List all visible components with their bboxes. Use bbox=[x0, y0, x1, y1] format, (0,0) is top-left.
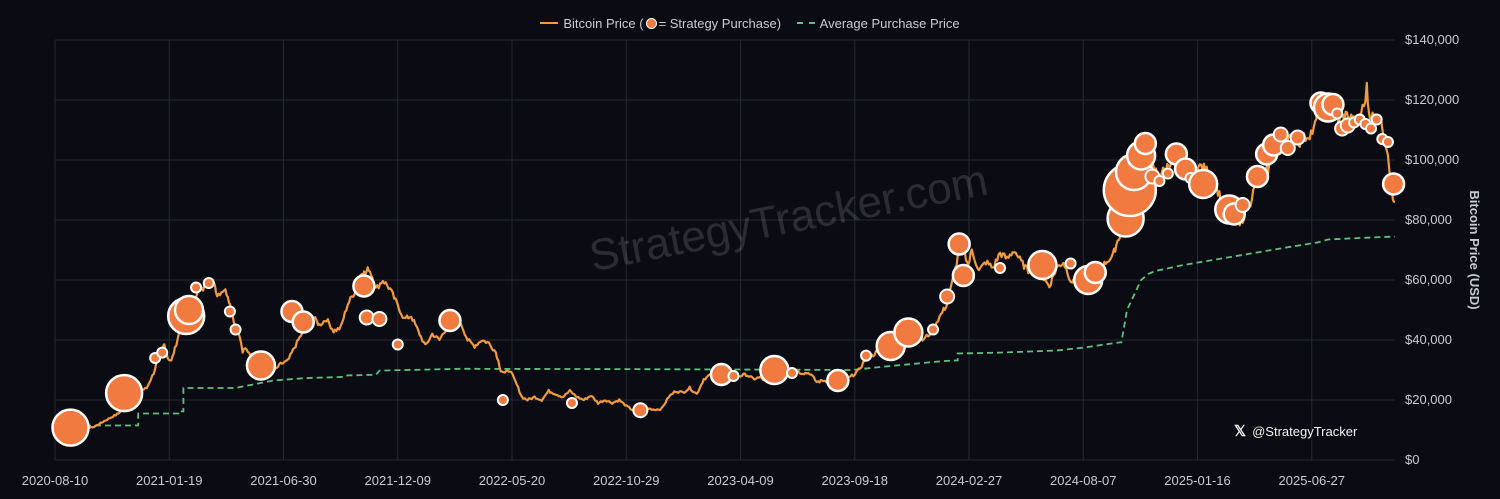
y-tick-label: $0 bbox=[1405, 452, 1419, 467]
x-tick-label: 2023-04-09 bbox=[707, 473, 774, 488]
legend-average-label: Average Purchase Price bbox=[819, 15, 960, 31]
purchase-marker[interactable] bbox=[947, 232, 971, 256]
purchase-marker[interactable] bbox=[994, 262, 1007, 274]
purchase-marker[interactable] bbox=[156, 346, 169, 359]
legend-item-average[interactable]: Average Purchase Price bbox=[796, 15, 960, 31]
purchase-marker[interactable] bbox=[496, 394, 509, 406]
purchase-marker[interactable] bbox=[786, 367, 798, 379]
y-tick-label: $80,000 bbox=[1405, 212, 1452, 227]
purchase-marker[interactable] bbox=[1027, 249, 1058, 281]
x-tick-label: 2021-01-19 bbox=[136, 473, 203, 488]
purchase-marker[interactable] bbox=[1331, 107, 1344, 120]
purchase-marker[interactable] bbox=[826, 368, 850, 393]
purchase-marker[interactable] bbox=[860, 349, 873, 362]
purchase-marker[interactable] bbox=[951, 263, 976, 288]
purchase-marker[interactable] bbox=[759, 354, 790, 386]
x-tick-label: 2020-08-10 bbox=[22, 473, 89, 488]
purchase-marker[interactable] bbox=[245, 350, 277, 381]
attribution-handle: @StrategyTracker bbox=[1252, 424, 1358, 439]
purchase-marker[interactable] bbox=[173, 294, 205, 326]
x-tick-label: 2024-08-07 bbox=[1050, 473, 1117, 488]
purchase-marker[interactable] bbox=[202, 277, 215, 289]
purchase-marker[interactable] bbox=[190, 281, 203, 294]
purchase-marker[interactable] bbox=[1234, 197, 1251, 213]
x-tick-label: 2022-05-20 bbox=[479, 473, 546, 488]
purchase-marker[interactable] bbox=[229, 323, 242, 336]
purchase-marker[interactable] bbox=[1153, 175, 1166, 187]
purchase-marker[interactable] bbox=[927, 323, 940, 336]
purchase-marker[interactable] bbox=[1279, 140, 1296, 156]
purchase-marker[interactable] bbox=[1370, 113, 1383, 126]
chart-legend: Bitcoin Price ( = Strategy Purchase) Ave… bbox=[0, 12, 1500, 31]
x-logo-icon: 𝕏 bbox=[1234, 423, 1247, 440]
y-tick-label: $60,000 bbox=[1405, 272, 1452, 287]
attribution[interactable]: 𝕏 @StrategyTracker bbox=[1234, 422, 1357, 440]
purchase-marker[interactable] bbox=[1083, 260, 1108, 285]
purchase-marker[interactable] bbox=[223, 305, 236, 318]
purchase-marker[interactable] bbox=[1365, 122, 1378, 135]
y-tick-label: $140,000 bbox=[1405, 32, 1459, 47]
purchase-marker[interactable] bbox=[291, 310, 316, 334]
x-tick-label: 2021-06-30 bbox=[250, 473, 317, 488]
average-purchase-price-line bbox=[55, 235, 1396, 427]
purchase-marker[interactable] bbox=[1381, 172, 1406, 196]
y-tick-label: $120,000 bbox=[1405, 92, 1459, 107]
legend-price-label-pre: Bitcoin Price ( bbox=[563, 15, 644, 31]
price-line-swatch bbox=[540, 22, 559, 24]
y-tick-label: $40,000 bbox=[1405, 332, 1452, 347]
purchase-dot-icon bbox=[645, 17, 657, 29]
x-tick-label: 2024-02-27 bbox=[936, 473, 1003, 488]
purchase-marker[interactable] bbox=[51, 408, 90, 447]
y-tick-label: $100,000 bbox=[1405, 152, 1459, 167]
purchase-marker[interactable] bbox=[352, 274, 376, 298]
purchase-marker[interactable] bbox=[1289, 129, 1306, 146]
purchase-marker[interactable] bbox=[1133, 131, 1158, 156]
x-tick-label: 2023-09-18 bbox=[822, 473, 889, 488]
x-tick-label: 2025-06-27 bbox=[1279, 473, 1346, 488]
purchase-marker[interactable] bbox=[1187, 168, 1219, 200]
purchase-marker[interactable] bbox=[1064, 257, 1077, 270]
purchase-marker[interactable] bbox=[1245, 164, 1270, 189]
x-tick-label: 2025-01-16 bbox=[1164, 473, 1231, 488]
average-line-swatch bbox=[796, 22, 815, 24]
purchase-marker[interactable] bbox=[893, 317, 924, 348]
legend-item-price[interactable]: Bitcoin Price ( = Strategy Purchase) bbox=[540, 16, 781, 31]
purchase-marker[interactable] bbox=[371, 311, 388, 327]
legend-price-label-post: = Strategy Purchase) bbox=[658, 15, 782, 31]
x-tick-label: 2021-12-09 bbox=[365, 473, 432, 488]
purchase-marker[interactable] bbox=[939, 288, 956, 305]
purchase-marker[interactable] bbox=[391, 338, 404, 351]
purchase-marker[interactable] bbox=[727, 370, 740, 382]
purchase-marker[interactable] bbox=[104, 373, 144, 413]
purchase-marker[interactable] bbox=[1381, 136, 1394, 148]
purchase-marker[interactable] bbox=[565, 397, 578, 409]
purchase-marker[interactable] bbox=[438, 308, 462, 333]
purchase-marker[interactable] bbox=[632, 402, 649, 419]
y-tick-label: $20,000 bbox=[1405, 392, 1452, 407]
purchase-marker[interactable] bbox=[1161, 167, 1174, 180]
purchase-marker[interactable] bbox=[1272, 126, 1289, 143]
x-tick-label: 2022-10-29 bbox=[593, 473, 660, 488]
y-axis-title: Bitcoin Price (USD) bbox=[1467, 190, 1482, 309]
